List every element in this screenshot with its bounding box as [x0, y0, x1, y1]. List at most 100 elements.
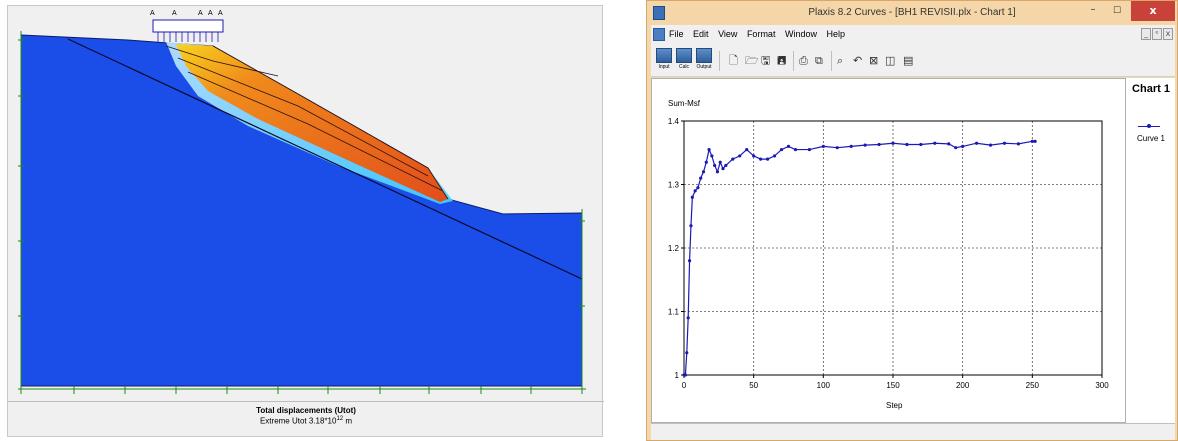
data-point — [877, 142, 881, 147]
data-point — [685, 351, 689, 355]
data-point — [821, 144, 825, 148]
data-point — [724, 163, 728, 168]
distributed-load — [152, 19, 224, 33]
chart-grid — [684, 121, 1102, 375]
data-point — [693, 189, 697, 193]
open-file-icon[interactable]: 🗁 — [745, 54, 759, 67]
close-button[interactable]: x — [1131, 1, 1175, 21]
calc-button[interactable]: Calc — [675, 48, 693, 70]
app-icon — [653, 6, 665, 20]
data-point — [687, 259, 692, 263]
caption-prefix: Extreme Utot 3.18*10 — [259, 416, 337, 426]
data-point — [738, 154, 742, 158]
y-tick-label: 1.4 — [668, 117, 680, 126]
load-label: A — [208, 10, 213, 17]
data-point — [988, 143, 993, 147]
menu-edit[interactable]: Edit — [693, 29, 709, 39]
data-point — [779, 147, 784, 152]
load-label: A — [172, 10, 177, 17]
child-restore-button[interactable]: ᵉ — [1152, 28, 1162, 40]
displacement-contour-plot: A A A A A — [18, 10, 586, 394]
print-icon[interactable]: ⎙ — [799, 54, 808, 67]
chart-icon[interactable]: ◫ — [885, 54, 896, 67]
data-point — [731, 157, 735, 161]
data-point — [1002, 141, 1007, 145]
minimize-button[interactable]: – — [1090, 4, 1096, 15]
data-point — [1030, 139, 1034, 143]
output-button[interactable]: Output — [695, 48, 713, 70]
table-icon[interactable]: ▤ — [903, 54, 914, 67]
maximize-button[interactable]: ☐ — [1112, 6, 1122, 16]
legend-series-name[interactable]: Curve 1 — [1136, 134, 1165, 143]
caption-divider — [8, 401, 604, 402]
data-point — [849, 144, 853, 148]
y-tick-label: 1.1 — [668, 308, 680, 317]
x-tick-label: 300 — [1095, 381, 1109, 390]
data-point — [1016, 142, 1020, 146]
data-point — [772, 154, 777, 158]
data-point — [718, 160, 722, 164]
x-tick-label: 50 — [749, 381, 758, 390]
y-tick-label: 1.3 — [668, 181, 680, 190]
data-point — [793, 147, 798, 152]
undo-icon[interactable]: ↶ — [853, 54, 863, 67]
data-point — [786, 144, 791, 148]
plaxis-output-panel: A A A A A Total displacements (Utot) Ext… — [7, 5, 604, 437]
x-tick-label: 250 — [1026, 381, 1040, 390]
data-point — [766, 157, 770, 161]
chart-ticks: 0 50 100 150 200 250 300 1 1.1 1.2 1.3 1.4 — [668, 117, 1109, 390]
load-label: A — [218, 10, 223, 17]
data-point — [715, 170, 720, 174]
save-icon[interactable]: 🖫 — [761, 54, 771, 67]
title-bar[interactable]: Plaxis 8.2 Curves - [BH1 REVISII.plx - C… — [647, 1, 1177, 25]
menu-bar: File Edit View Format Window Help _ ᵉ x — [651, 25, 1175, 45]
zoom-icon[interactable]: ⌕ — [837, 54, 844, 67]
legend-title: Chart 1 — [1132, 83, 1170, 95]
copy-icon[interactable]: ⧉ — [815, 54, 823, 67]
legend-marker — [1147, 124, 1151, 128]
data-point — [1033, 139, 1037, 143]
data-point — [961, 144, 965, 148]
data-point — [759, 157, 763, 161]
data-point — [696, 186, 700, 190]
document-icon[interactable] — [653, 28, 665, 41]
chart-series — [682, 139, 1037, 377]
data-point — [721, 167, 725, 171]
x-tick-label: 0 — [682, 381, 687, 390]
curve-icon[interactable]: ⊠ — [869, 54, 879, 67]
output-label: Output — [696, 64, 712, 70]
caption-extreme: Extreme Utot 3.18*1012 m — [8, 416, 604, 426]
menu-window[interactable]: Window — [784, 29, 817, 39]
data-point — [947, 142, 951, 146]
input-button[interactable]: Input — [655, 48, 673, 70]
y-tick-label: 1.2 — [668, 244, 680, 253]
data-point — [710, 154, 714, 158]
new-file-icon[interactable]: 🗋 — [729, 54, 738, 67]
menu-view[interactable]: View — [718, 29, 738, 39]
soil-body — [20, 34, 583, 387]
menu-help[interactable]: Help — [826, 29, 846, 39]
toolbar-separator — [831, 51, 832, 71]
load-label: A — [150, 10, 155, 17]
x-tick-label: 200 — [956, 381, 970, 390]
x-tick-label: 100 — [817, 381, 831, 390]
child-close-button[interactable]: x — [1163, 28, 1173, 40]
data-point — [752, 154, 756, 158]
child-minimize-button[interactable]: _ — [1141, 28, 1151, 40]
save-as-icon[interactable]: 🖪 — [777, 54, 787, 67]
window-title: Plaxis 8.2 Curves - [BH1 REVISII.plx - C… — [808, 7, 1016, 18]
menu-file[interactable]: File — [669, 29, 684, 39]
toolbar: Input Calc Output 🗋 🗁 🖫 🖪 ⎙ ⧉ ⌕ ↶ ⊠ ◫ ▤ — [651, 45, 1175, 77]
plot-caption: Total displacements (Utot) Extreme Utot … — [8, 406, 604, 426]
calc-icon — [676, 48, 692, 63]
data-point — [919, 142, 923, 147]
load-label: A — [198, 10, 203, 17]
menu-format[interactable]: Format — [746, 29, 776, 39]
data-point — [933, 141, 937, 145]
plaxis-curves-window: Plaxis 8.2 Curves - [BH1 REVISII.plx - C… — [646, 0, 1178, 441]
data-point — [704, 160, 708, 164]
calc-label: Calc — [678, 64, 689, 70]
shear-zone — [176, 44, 448, 202]
toolbar-separator — [793, 51, 794, 71]
